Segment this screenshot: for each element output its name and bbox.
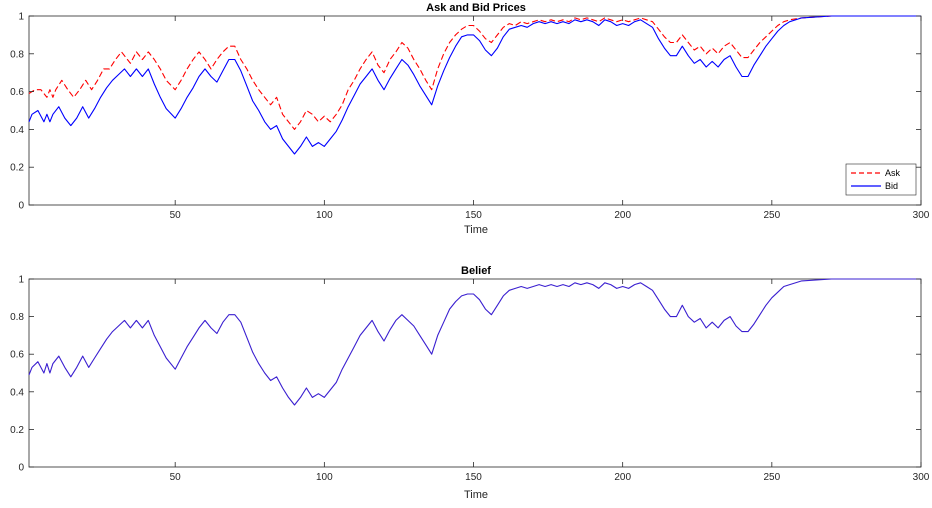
ask-line — [28, 15, 921, 130]
y-axis-ticks: 0 0.2 0.4 0.6 0.8 1 — [10, 12, 921, 212]
x-tick-label: 200 — [614, 472, 631, 483]
x-tick-label: 50 — [170, 210, 182, 221]
x-axis-label: Time — [464, 224, 488, 236]
chart-title: Belief — [461, 265, 491, 277]
x-axis-ticks: 50 100 150 200 250 300 — [170, 16, 930, 221]
y-axis-ticks: 0 0.2 0.4 0.6 0.8 1 — [10, 275, 921, 474]
x-tick-label: 300 — [913, 472, 930, 483]
legend-ask-label: Ask — [885, 168, 901, 178]
x-tick-label: 100 — [316, 210, 333, 221]
legend-box — [845, 163, 917, 196]
x-tick-label: 300 — [913, 210, 930, 221]
x-tick-label: 250 — [763, 210, 780, 221]
y-tick-label: 0.4 — [10, 125, 24, 136]
x-tick-label: 200 — [614, 210, 631, 221]
plot-area — [28, 278, 922, 468]
bid-line — [28, 15, 921, 155]
belief-chart: Belief 50 100 150 200 250 300 00.20.40.60.81 … — [10, 265, 930, 501]
x-axis-ticks: 50 100 150 200 250 300 — [170, 279, 930, 483]
y-tick-label: 0.8 — [10, 49, 24, 60]
x-axis-label: Time — [464, 489, 488, 501]
y-tick-label: 0 — [18, 463, 24, 474]
y-tick-label: 0.2 — [10, 163, 24, 174]
x-tick-label: 250 — [763, 472, 780, 483]
legend-bid-label: Bid — [885, 181, 898, 191]
y-tick-label: 0 — [18, 201, 24, 212]
y-tick-label: 0.6 — [10, 350, 24, 361]
series-layer — [28, 15, 921, 155]
plot-area — [28, 15, 922, 206]
x-tick-label: 50 — [170, 472, 182, 483]
y-tick-label: 0.6 — [10, 87, 24, 98]
series-layer — [28, 278, 921, 406]
chart-title: Ask and Bid Prices — [426, 2, 526, 14]
x-tick-label: 150 — [465, 210, 482, 221]
y-tick-label: 0.4 — [10, 387, 24, 398]
legend: Ask Bid — [845, 163, 917, 196]
y-tick-label: 1 — [18, 275, 24, 286]
x-tick-label: 100 — [316, 472, 333, 483]
y-tick-label: 0.8 — [10, 312, 24, 323]
y-tick-label: 1 — [18, 12, 24, 23]
x-tick-label: 150 — [465, 472, 482, 483]
y-tick-label: 0.2 — [10, 425, 24, 436]
series-0-line — [28, 278, 921, 406]
ask-bid-chart: Ask and Bid Prices 50 100 150 200 250 300 0 0.… — [10, 2, 930, 236]
